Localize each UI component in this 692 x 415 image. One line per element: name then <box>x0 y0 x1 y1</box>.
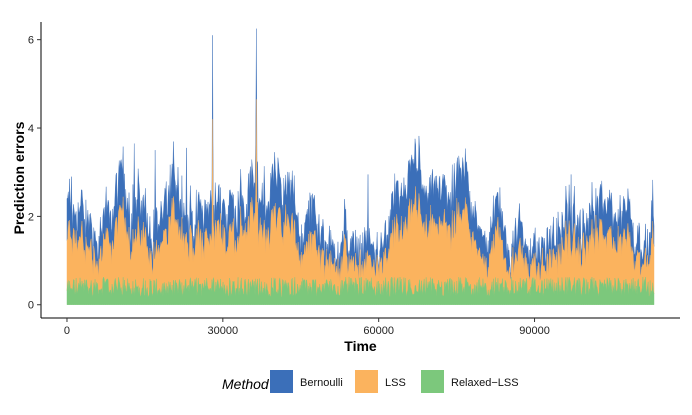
y-tick-label: 4 <box>28 123 34 135</box>
y-tick-label: 6 <box>28 35 34 47</box>
legend-label: LSS <box>385 377 406 389</box>
legend-swatch <box>270 370 293 393</box>
legend-swatch <box>355 370 378 393</box>
y-tick-label: 0 <box>28 300 34 312</box>
axes: 0 2 4 6 0 30000 60000 90000 Time Prediction error… <box>11 22 680 354</box>
y-axis-title: Prediction errors <box>11 121 27 234</box>
legend-label: Relaxed−LSS <box>451 377 519 389</box>
x-tick-label: 30000 <box>208 325 239 337</box>
series-area-relaxed-lss <box>66 276 655 305</box>
legend-swatch <box>421 370 444 393</box>
plot-area <box>66 28 655 305</box>
x-tick-label: 0 <box>64 325 70 337</box>
legend-title: Method <box>222 376 270 392</box>
y-tick-label: 2 <box>28 211 34 223</box>
legend-label: Bernoulli <box>300 377 343 389</box>
x-tick-label: 60000 <box>363 325 394 337</box>
x-axis-title: Time <box>344 338 377 354</box>
legend: Method Bernoulli LSS Relaxed−LSS <box>222 370 519 393</box>
x-tick-label: 90000 <box>519 325 550 337</box>
